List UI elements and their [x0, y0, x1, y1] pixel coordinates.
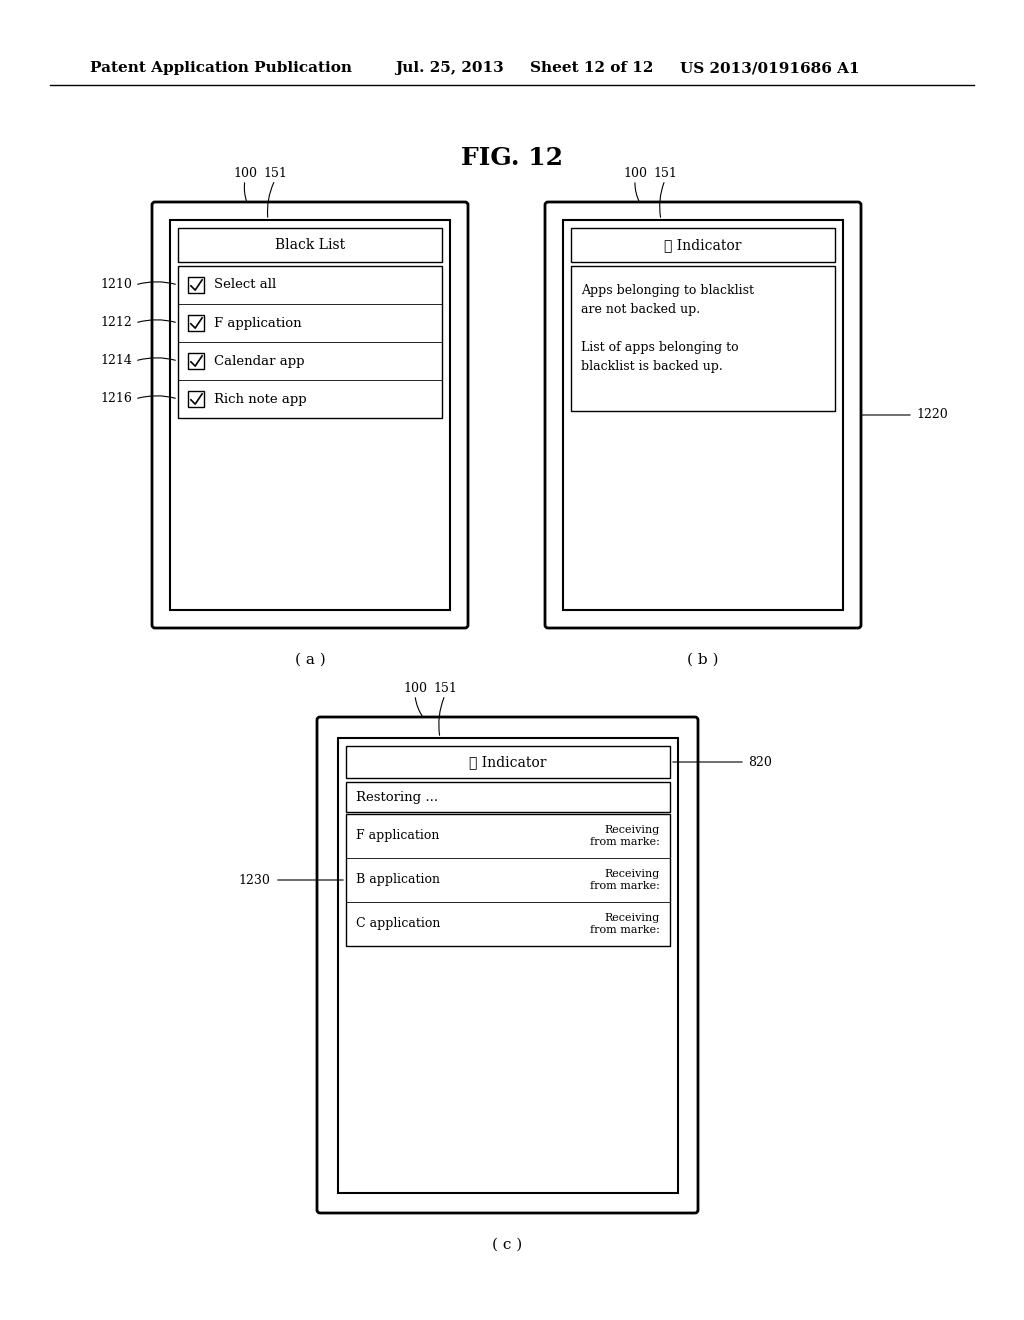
Text: Restoring ...: Restoring ... — [356, 791, 438, 804]
FancyBboxPatch shape — [317, 717, 698, 1213]
Bar — [188, 352, 204, 370]
Text: 100: 100 — [403, 682, 427, 696]
Text: 1220: 1220 — [916, 408, 948, 421]
Text: 100: 100 — [233, 168, 257, 180]
Text: 151: 151 — [263, 168, 287, 180]
Text: 1214: 1214 — [100, 355, 132, 367]
Text: Calendar app: Calendar app — [214, 355, 304, 367]
Text: F application: F application — [214, 317, 302, 330]
Bar — [571, 228, 835, 261]
FancyBboxPatch shape — [545, 202, 861, 628]
Text: Patent Application Publication: Patent Application Publication — [90, 61, 352, 75]
Text: List of apps belonging to
blacklist is backed up.: List of apps belonging to blacklist is b… — [581, 341, 738, 374]
Text: FIG. 12: FIG. 12 — [461, 147, 563, 170]
Text: 1212: 1212 — [100, 317, 132, 330]
Text: C application: C application — [356, 917, 440, 931]
Text: ( b ): ( b ) — [687, 653, 719, 667]
Text: ( a ): ( a ) — [295, 653, 326, 667]
Text: B application: B application — [356, 874, 440, 887]
Bar — [571, 267, 835, 411]
Text: ⓘ Indicator: ⓘ Indicator — [665, 238, 741, 252]
Text: Receiving
from marke:: Receiving from marke: — [590, 869, 660, 891]
Text: 1216: 1216 — [100, 392, 132, 405]
Text: Rich note app: Rich note app — [214, 392, 306, 405]
Bar — [178, 228, 442, 261]
Text: Receiving
from marke:: Receiving from marke: — [590, 825, 660, 847]
Bar — [346, 746, 670, 777]
Text: ( c ): ( c ) — [493, 1238, 522, 1251]
Text: 1230: 1230 — [239, 874, 270, 887]
Bar — [188, 391, 204, 407]
Text: 820: 820 — [748, 755, 772, 768]
Text: US 2013/0191686 A1: US 2013/0191686 A1 — [680, 61, 859, 75]
Bar — [178, 267, 442, 418]
Bar — [346, 781, 670, 812]
Bar — [338, 738, 678, 1193]
Bar — [563, 220, 843, 610]
Text: Jul. 25, 2013: Jul. 25, 2013 — [395, 61, 504, 75]
Text: Receiving
from marke:: Receiving from marke: — [590, 913, 660, 935]
Text: ⓘ Indicator: ⓘ Indicator — [469, 755, 547, 770]
Text: Apps belonging to blacklist
are not backed up.: Apps belonging to blacklist are not back… — [581, 284, 754, 315]
Text: 151: 151 — [653, 168, 677, 180]
Bar — [188, 277, 204, 293]
Bar — [170, 220, 450, 610]
FancyBboxPatch shape — [152, 202, 468, 628]
Text: 1210: 1210 — [100, 279, 132, 292]
Text: 100: 100 — [623, 168, 647, 180]
Text: F application: F application — [356, 829, 439, 842]
Text: Black List: Black List — [274, 238, 345, 252]
Bar — [346, 814, 670, 946]
Text: 151: 151 — [433, 682, 457, 696]
Text: Select all: Select all — [214, 279, 276, 292]
Bar — [188, 315, 204, 331]
Text: Sheet 12 of 12: Sheet 12 of 12 — [530, 61, 653, 75]
